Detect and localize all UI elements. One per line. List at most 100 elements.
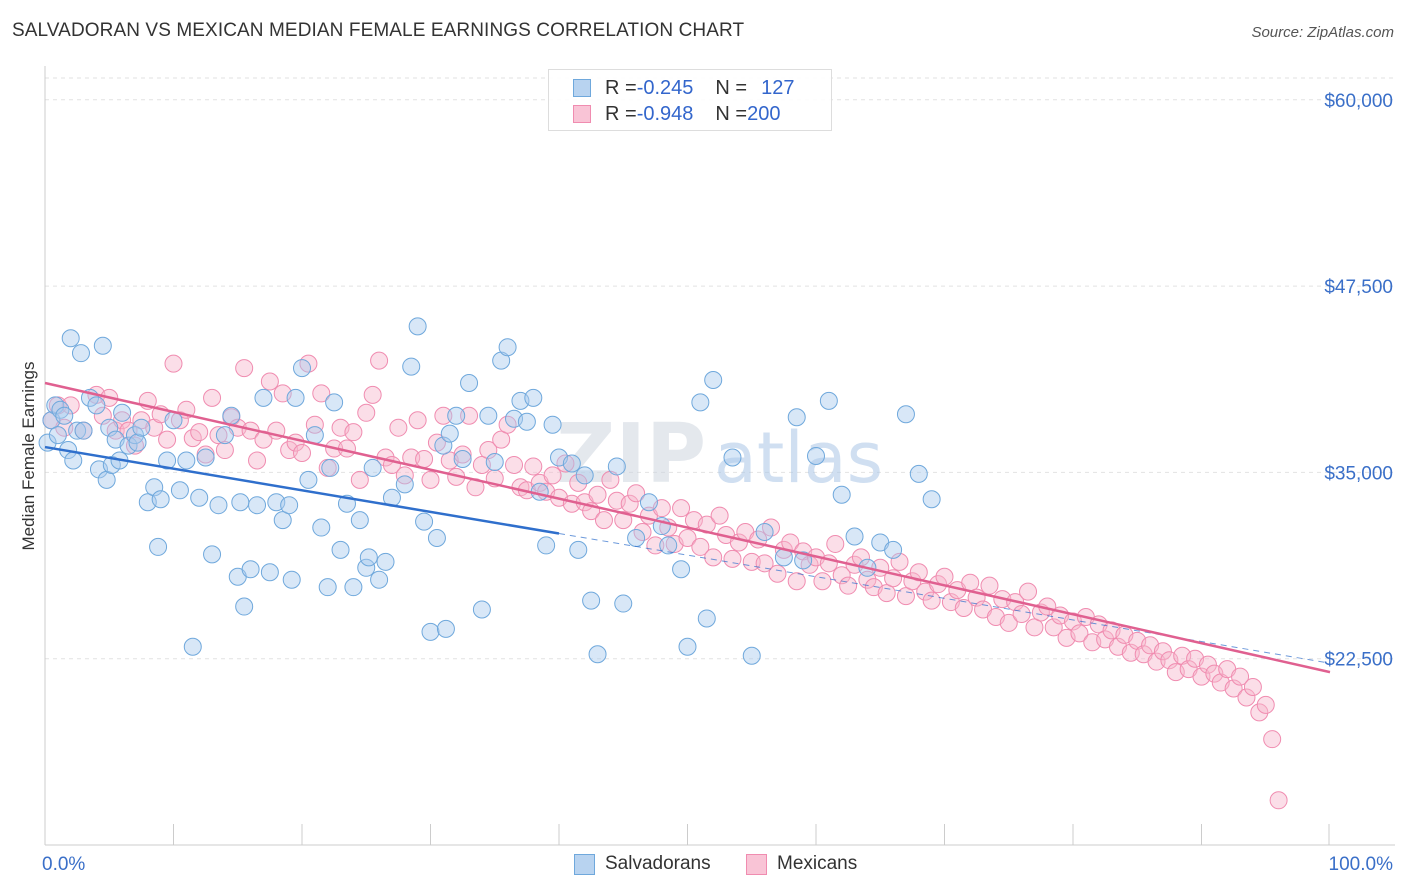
legend-label: Mexicans [777, 853, 858, 874]
mexicans-swatch [573, 105, 591, 123]
legend-label: Salvadorans [605, 853, 711, 874]
mexicans-point [1250, 703, 1269, 722]
mexicans-point [646, 536, 665, 555]
mexicans-legend-swatch [746, 853, 767, 875]
mexicans-point [1070, 624, 1089, 643]
salvadorans-point [787, 408, 806, 427]
salvadorans-point [562, 454, 581, 473]
y-tick-label: $35,000 [1324, 463, 1393, 484]
salvadorans-point [235, 597, 254, 616]
legend-item-salvadorans: Salvadorans [574, 852, 711, 876]
salvadorans-point [498, 338, 517, 357]
salvadorans-point [402, 357, 421, 376]
mexicans-point [158, 430, 177, 449]
salvadorans-point [48, 426, 67, 445]
mexicans-point [890, 552, 909, 571]
mexicans-point [742, 552, 761, 571]
mexicans-point [215, 441, 234, 460]
mexicans-point [460, 406, 479, 425]
mexicans-point [588, 485, 607, 504]
salvadorans-point [248, 496, 267, 515]
mexicans-point [620, 494, 639, 513]
salvadorans-swatch [573, 79, 591, 97]
watermark: ZIP atlas [556, 407, 883, 502]
salvadorans-point [325, 393, 344, 412]
stats-row-salvadorans: R = -0.245 N = 127 [573, 76, 794, 100]
salvadorans-point [575, 466, 594, 485]
watermark-atlas: atlas [714, 417, 883, 499]
mexicans-point [832, 566, 851, 585]
salvadorans-point [357, 558, 376, 577]
y-tick-label: $22,500 [1324, 650, 1393, 671]
salvadorans-point [74, 421, 93, 440]
salvadorans-point [293, 359, 311, 378]
x-tick-label: 100.0% [1329, 854, 1394, 875]
mexicans-point [312, 384, 331, 403]
salvadorans-point [145, 478, 164, 497]
salvadorans-point [260, 563, 279, 582]
y-tick-label: $47,500 [1324, 277, 1393, 298]
mexicans-point [350, 470, 369, 489]
mexicans-point [524, 457, 543, 476]
mexicans-point [1025, 618, 1044, 637]
mexicans-point [954, 599, 973, 618]
mexicans-point [1237, 688, 1256, 707]
salvadorans-point [922, 490, 941, 509]
mexicans-point [569, 473, 588, 492]
salvadorans-point [614, 594, 633, 613]
salvadorans-point [588, 645, 607, 664]
salvadorans-point [517, 412, 536, 431]
salvadorans-point [794, 551, 813, 570]
salvadorans-point [755, 523, 774, 542]
salvadorans-point [331, 540, 350, 559]
mexicans-point [594, 511, 613, 530]
salvadorans-point [395, 475, 414, 494]
salvadorans-point [363, 458, 382, 477]
mexicans-point [787, 572, 806, 591]
salvadorans-point [113, 403, 132, 422]
mexicans-point [1121, 643, 1140, 662]
mexicans-point [755, 554, 774, 573]
mexicans-point [1147, 652, 1166, 671]
salvadorans-point [71, 344, 90, 363]
salvadorans-point [215, 426, 234, 445]
mexicans-point [614, 511, 633, 530]
mexicans-point [723, 549, 742, 568]
salvadorans-point [832, 485, 851, 504]
mexicans-point [357, 403, 376, 422]
y-tick-label: $60,000 [1324, 91, 1393, 112]
mexicans-point [1231, 667, 1250, 686]
salvadorans-point [723, 448, 742, 467]
mexicans-point [125, 436, 144, 455]
salvadorans-point [321, 458, 340, 477]
salvadorans-point [582, 591, 601, 610]
mexicans-point [203, 388, 222, 407]
salvadorans-point [286, 388, 305, 407]
mexicans-point [1224, 679, 1243, 698]
salvadorans-point [209, 496, 228, 515]
mexicans-point [93, 406, 112, 425]
source-label: Source: ZipAtlas.com [1251, 24, 1394, 41]
salvadorans-point [697, 609, 716, 628]
salvadorans-point [569, 540, 588, 559]
salvadorans-point [807, 447, 825, 466]
salvadorans-point [415, 512, 434, 531]
n-label: N = [715, 76, 748, 99]
mexicans-point [999, 613, 1018, 632]
salvadorans-point [55, 406, 74, 425]
salvadorans-point [280, 496, 299, 515]
mexicans-point [453, 445, 472, 464]
mexicans-point [248, 451, 267, 470]
salvadorans-point [312, 518, 331, 537]
mexicans-point [1263, 730, 1282, 749]
r-label: R = [605, 76, 637, 99]
mexicans-point [209, 426, 228, 445]
n-label: N = [715, 102, 748, 125]
salvadorans-point [149, 537, 168, 556]
r-value: -0.948 [636, 102, 694, 125]
mexicans-point [415, 449, 434, 468]
salvadorans-point [344, 578, 363, 597]
tick-labels: $22,500 $35,000 $47,500 $60,000 0.0% 100.0% [42, 91, 1393, 875]
salvadorans-point [370, 570, 389, 589]
salvadorans-point [485, 452, 504, 471]
